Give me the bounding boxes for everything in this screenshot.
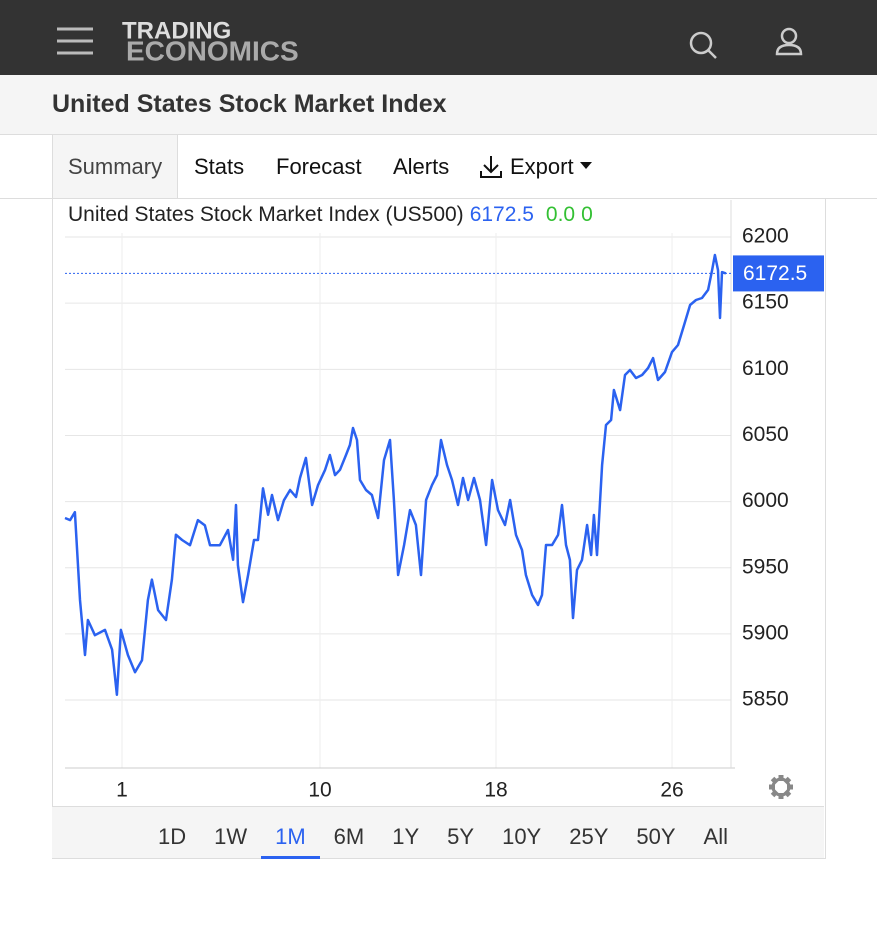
chart-box bbox=[52, 199, 826, 859]
user-icon[interactable] bbox=[775, 27, 803, 56]
tab[interactable]: Export bbox=[510, 154, 574, 179]
download-icon bbox=[480, 156, 502, 178]
tab[interactable]: Stats bbox=[194, 154, 245, 179]
range-button[interactable]: All bbox=[703, 824, 728, 849]
range-button[interactable]: 6M bbox=[333, 824, 365, 849]
range-button[interactable]: 1D bbox=[157, 824, 187, 849]
range-button[interactable]: 1Y bbox=[392, 824, 420, 849]
menu-icon[interactable] bbox=[57, 27, 93, 55]
logo-line2[interactable]: ECONOMICS bbox=[126, 35, 299, 66]
range-button[interactable]: 25Y bbox=[569, 824, 609, 849]
caret-icon bbox=[580, 162, 592, 169]
tab-bar: Summary Stats Forecast Alerts Export bbox=[0, 135, 877, 199]
tab[interactable]: Forecast bbox=[276, 154, 362, 179]
tab[interactable]: Summary bbox=[52, 135, 179, 198]
range-button[interactable]: 5Y bbox=[447, 824, 475, 849]
range-button[interactable]: 50Y bbox=[636, 824, 676, 849]
range-bar: 1D 1W 1M 6M 1Y 5Y 10Y 25Y 50Y All bbox=[52, 806, 824, 859]
tab[interactable]: Alerts bbox=[393, 154, 450, 179]
top-bar-icons: TRADING ECONOMICS bbox=[57, 17, 803, 66]
top-bar: TRADING ECONOMICS bbox=[0, 0, 877, 75]
range-button[interactable]: 1M bbox=[261, 807, 320, 859]
range-button[interactable]: 1W bbox=[214, 824, 248, 849]
title-bar bbox=[0, 75, 877, 135]
search-icon[interactable] bbox=[689, 31, 717, 59]
logo-line1[interactable]: TRADING bbox=[122, 17, 231, 44]
range-button[interactable]: 10Y bbox=[502, 824, 542, 849]
page-title: United States Stock Market Index bbox=[52, 90, 447, 118]
